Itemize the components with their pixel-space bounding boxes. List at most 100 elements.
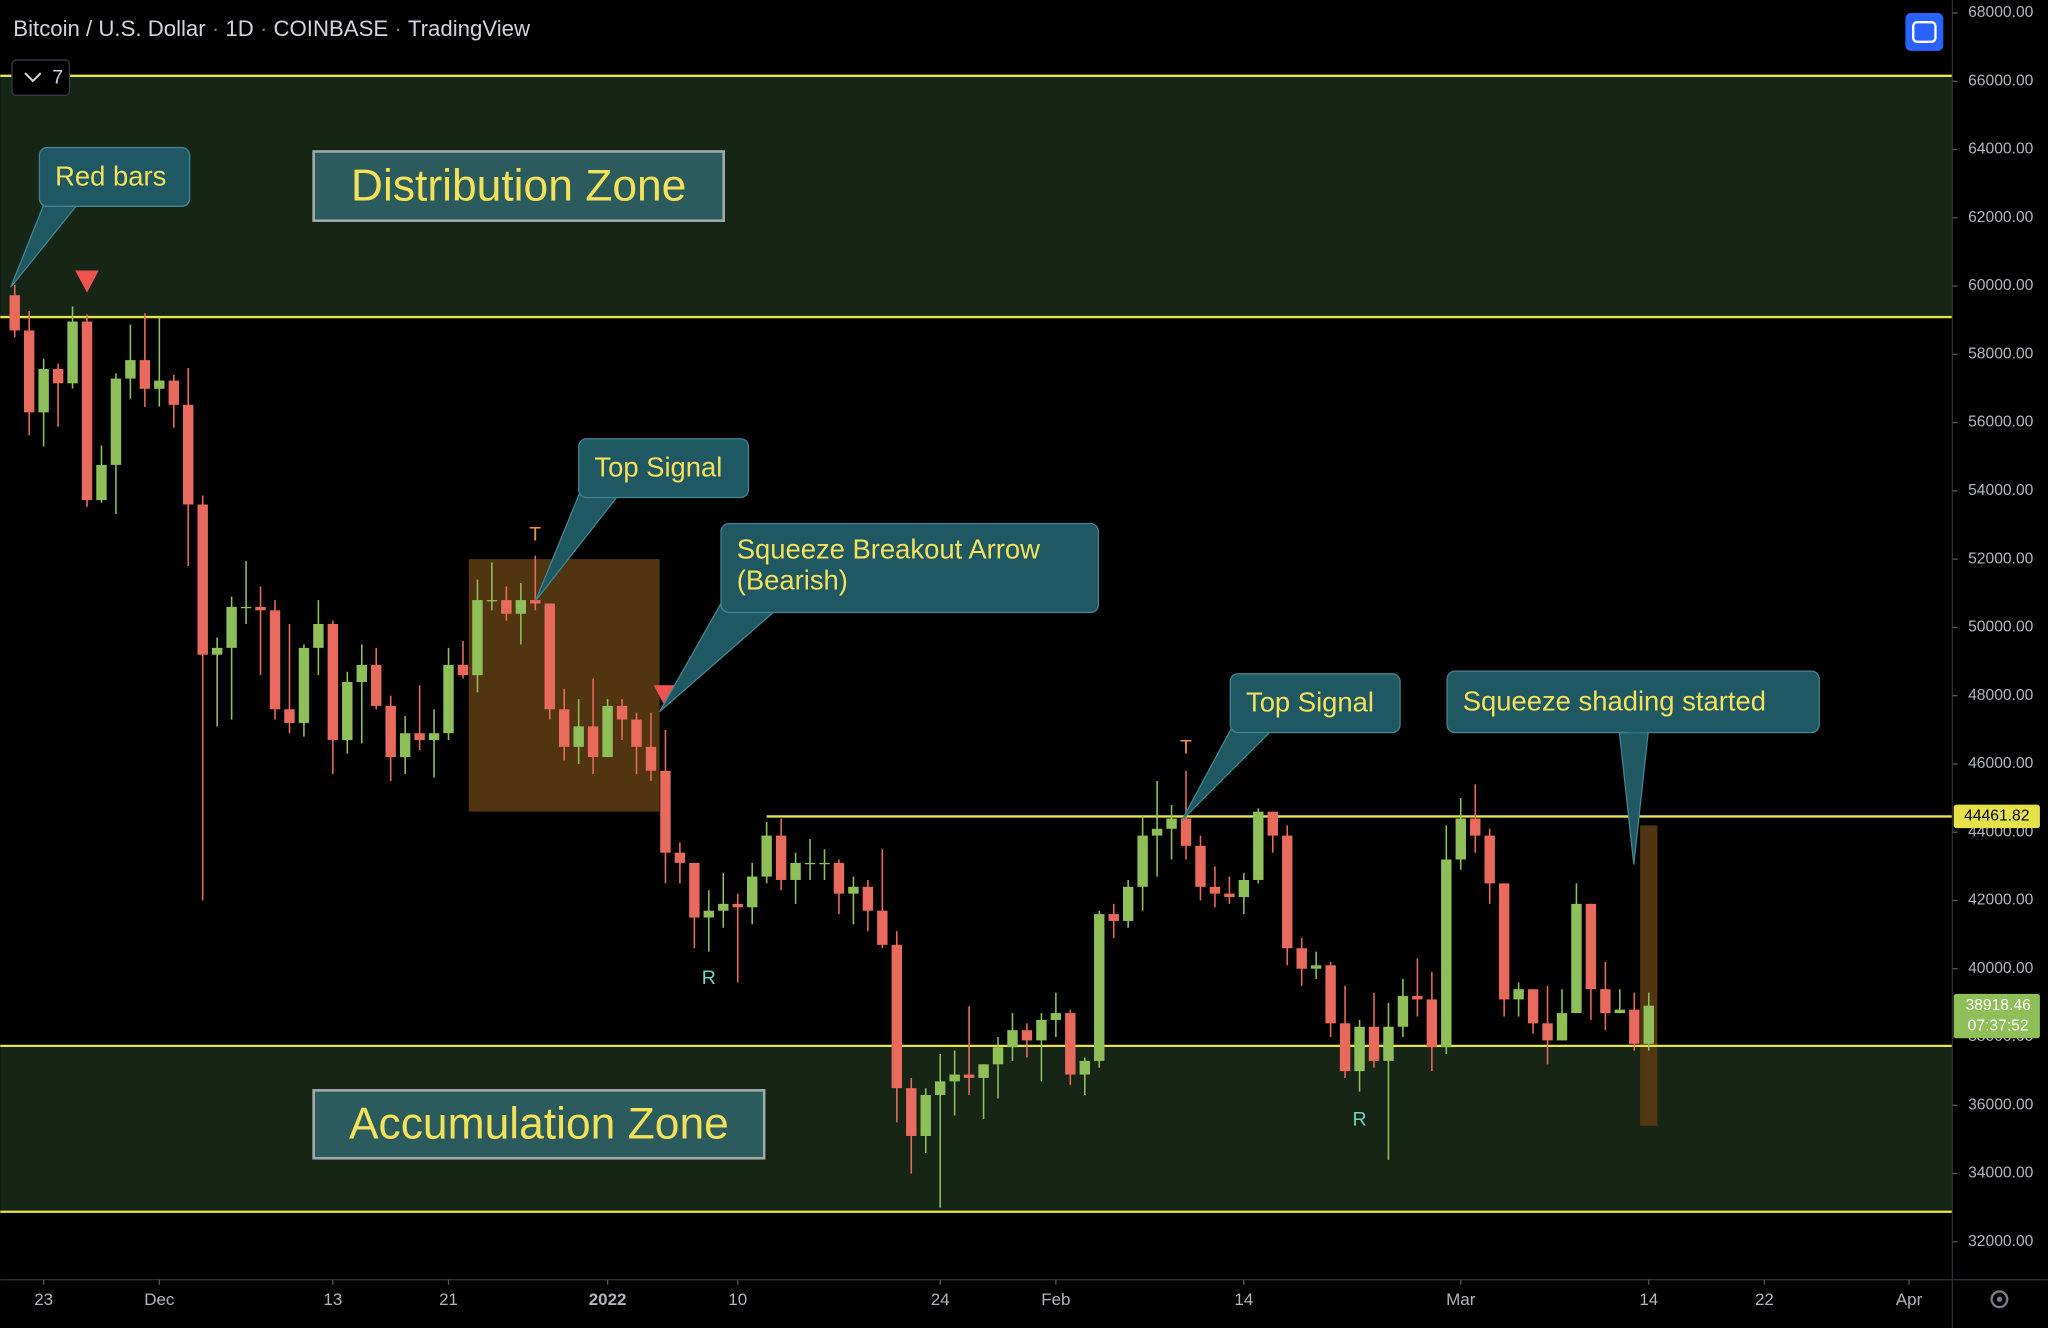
signal-arrow [75,270,99,293]
y-tick-label: 50000.00 [1968,619,2034,636]
button-bg[interactable] [1905,13,1944,51]
candle-body [226,606,237,648]
candle-body [298,647,310,723]
candle-body [1354,1026,1365,1072]
candle-body [1470,818,1481,836]
separator: · [394,16,401,41]
y-tick-label: 60000.00 [1968,277,2034,294]
candle-body [1600,989,1611,1014]
countdown: 07:37:52 [1968,1018,2029,1035]
candle-body [1310,965,1322,969]
x-tick-label: 24 [931,1290,950,1309]
separator: · [260,16,267,41]
candle-body [1412,996,1423,1000]
candle-body [1122,886,1134,921]
candle-body [1180,818,1192,846]
candle-body [732,903,743,908]
candle-body [1065,1013,1076,1075]
candle-body [1339,1023,1351,1072]
candle-body [1426,999,1438,1048]
candle-body [1556,1013,1568,1041]
candle-body [833,862,845,894]
candle-body [38,368,49,413]
candle-body [1151,828,1163,836]
settings-button[interactable] [1990,1290,2009,1309]
candle-body [168,380,179,405]
candle-body [1629,1009,1640,1044]
candle-body [125,360,136,379]
indicator-count[interactable]: 7 [52,67,63,89]
zone-label-box [312,150,725,222]
callout-joint [1620,731,1647,733]
candle-body [1108,914,1119,921]
x-tick-label: 22 [1755,1290,1774,1309]
candle-body [1325,965,1336,1024]
candle-body [573,726,584,747]
y-tick-label: 54000.00 [1968,482,2034,499]
plot-area: T T R R Red bars Top Signal Squeeze Breakout A… [0,74,1953,1213]
callout-box [38,146,191,207]
candle-body [1614,1009,1626,1014]
candle-body [949,1074,960,1082]
x-tick-label: Mar [1446,1290,1476,1309]
candle-body [891,944,903,1089]
x-tick-label: 10 [728,1290,747,1309]
candle-body [385,705,396,758]
exchange: COINBASE [274,16,389,41]
chevron-icon[interactable] [24,72,42,83]
zone-label: Accumulation Zone [349,1100,729,1149]
candle-body [862,886,874,911]
symbol: Bitcoin / U.S. Dollar [13,16,206,41]
candle-body [1137,835,1148,887]
gear-hub[interactable] [1996,1296,2003,1302]
x-tick-label: 2022 [589,1290,627,1309]
candle-body [544,603,555,710]
candle-body [602,705,613,758]
candle-body [775,835,787,880]
x-tick-label: Dec [144,1290,175,1309]
candle-body [761,835,772,877]
callout-text: Squeeze shading started [1463,685,1766,716]
candle-body [963,1074,975,1078]
candle-body [1282,835,1293,949]
candle-body [486,600,498,602]
callout-text: Red bars [55,160,166,191]
indicators-toggle[interactable]: 7 [11,59,71,96]
header: Bitcoin / U.S. Dollar · 1D · COINBASE · … [11,13,2009,1309]
candle-body [645,746,657,771]
y-tick-label: 48000.00 [1968,687,2034,704]
candle-body [660,770,671,853]
candle-body [1484,835,1495,884]
gear-icon[interactable] [1990,1290,2009,1309]
toggle-box[interactable] [11,59,71,96]
callout-box [720,522,1100,614]
candle-body [674,852,686,863]
fullscreen-button[interactable] [1905,13,1944,51]
candle-body [1253,811,1264,880]
candle-body [269,610,281,710]
source: TradingView [408,16,531,41]
candle-body [559,709,570,747]
candle-body [371,664,382,706]
y-tick-label: 42000.00 [1968,892,2034,909]
callout-box [1229,673,1401,734]
price-axis-bg [1952,0,2048,1328]
candle-body [356,664,367,682]
candle-body [804,862,816,865]
time-axis-bg [0,1279,2048,1328]
button-icon[interactable] [1912,21,1937,43]
candle-body [313,623,324,648]
candle-body [1021,1030,1033,1041]
squeeze-shading [1640,825,1658,1126]
signal-label: R [1352,1108,1366,1130]
candle-body [1571,903,1582,1014]
candle-body [255,606,266,611]
y-tick-label: 40000.00 [1968,960,2034,977]
level-price-label: 44461.82 [1964,808,2029,825]
x-tick-label: 21 [439,1290,458,1309]
candle-body [284,709,295,723]
y-tick-label: 62000.00 [1968,209,2034,226]
y-tick-label: 68000.00 [1968,4,2034,21]
candle-body [992,1047,1004,1065]
